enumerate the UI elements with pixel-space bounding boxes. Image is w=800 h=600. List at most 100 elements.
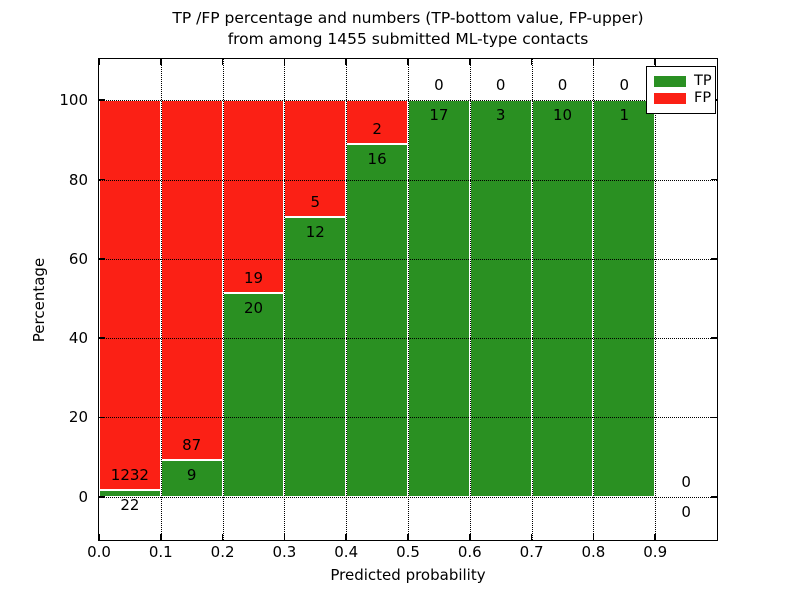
x-tick-mark-top xyxy=(160,59,162,65)
tp-count-label: 10 xyxy=(552,106,573,125)
tp-count-label: 9 xyxy=(186,465,197,484)
bar-tp-segment xyxy=(593,100,656,497)
x-tick-label: 0.6 xyxy=(457,543,482,561)
plot-area: 1232 22 87 9 19 20 5 12 2 16 0 17 0 3 0 10 0 1 0 0 xyxy=(98,59,717,540)
fp-count-label: 0 xyxy=(619,76,630,95)
y-tick-label: 40 xyxy=(68,329,88,348)
y-tick-mark xyxy=(99,337,105,339)
tp-count-label: 0 xyxy=(681,502,691,521)
x-tick-mark-top xyxy=(654,59,656,65)
y-tick-label: 80 xyxy=(68,170,88,189)
fp-count-label: 87 xyxy=(182,435,202,454)
x-tick-label: 0.2 xyxy=(210,543,235,561)
fp-count-label: 5 xyxy=(310,192,321,211)
legend-swatch-tp xyxy=(654,76,686,87)
y-tick-mark xyxy=(99,178,105,181)
x-tick-label: 0.7 xyxy=(519,543,544,561)
y-tick-mark xyxy=(99,416,105,419)
gridline-vertical xyxy=(469,59,471,540)
y-tick-label: 20 xyxy=(68,408,88,427)
x-tick-label: 0.0 xyxy=(87,543,111,561)
x-tick-label: 0.1 xyxy=(148,543,173,561)
bar-fp-segment xyxy=(346,100,408,145)
tp-count-label: 20 xyxy=(243,299,264,318)
x-tick-mark-top xyxy=(98,59,100,65)
x-tick-mark-top xyxy=(407,59,409,65)
fp-count-label: 1232 xyxy=(110,465,149,484)
x-tick-mark-top xyxy=(592,59,595,65)
y-tick-mark-right xyxy=(711,496,717,498)
x-tick-mark xyxy=(345,534,347,540)
gridline-vertical xyxy=(408,59,409,540)
gridline-vertical xyxy=(346,59,348,540)
x-tick-mark-top xyxy=(221,59,224,65)
chart-title-line2: from among 1455 submitted ML-type contac… xyxy=(227,30,589,48)
bar-tp-segment xyxy=(99,489,161,497)
x-tick-label: 0.9 xyxy=(643,543,668,561)
y-tick-mark xyxy=(99,496,105,498)
legend: TP FP xyxy=(646,66,716,114)
legend-entry-tp: TP xyxy=(654,73,712,90)
x-tick-label: 0.8 xyxy=(581,543,606,561)
x-tick-mark xyxy=(98,534,100,540)
y-tick-label: 0 xyxy=(78,487,88,506)
x-tick-label: 0.4 xyxy=(334,543,359,561)
legend-label: FP xyxy=(694,90,712,106)
y-tick-mark xyxy=(99,99,105,101)
x-tick-mark xyxy=(530,534,533,540)
tp-count-label: 12 xyxy=(305,222,325,241)
x-tick-mark xyxy=(469,534,471,540)
x-tick-label: 0.3 xyxy=(272,543,297,561)
bar-fp-segment xyxy=(160,100,223,460)
bar-tp-segment xyxy=(222,293,285,497)
gridline-vertical xyxy=(160,59,162,540)
y-axis-label: Percentage xyxy=(30,257,48,343)
fp-count-label: 2 xyxy=(372,120,382,139)
gridline-vertical xyxy=(593,59,595,540)
gridline-vertical xyxy=(284,59,286,540)
legend-swatch-fp xyxy=(654,93,686,104)
fp-count-label: 0 xyxy=(495,76,506,95)
tp-count-label: 22 xyxy=(120,495,140,514)
x-axis-label: Predicted probability xyxy=(330,566,486,584)
bar-tp-segment xyxy=(160,459,223,497)
gridline-vertical xyxy=(531,59,533,540)
gridline-vertical xyxy=(222,59,224,540)
tp-count-label: 17 xyxy=(429,106,449,125)
x-tick-mark-top xyxy=(283,59,286,65)
tp-count-label: 3 xyxy=(495,106,506,125)
chart-title: TP /FP percentage and numbers (TP-bottom… xyxy=(99,8,717,50)
y-tick-mark-right xyxy=(711,337,717,339)
fp-count-label: 19 xyxy=(243,269,264,288)
gridline-vertical xyxy=(655,59,657,540)
chart-title-line1: TP /FP percentage and numbers (TP-bottom… xyxy=(172,9,644,27)
fp-count-label: 0 xyxy=(557,76,568,95)
tp-count-label: 1 xyxy=(619,106,630,125)
x-tick-mark xyxy=(654,534,656,540)
x-tick-mark-top xyxy=(530,59,533,65)
y-tick-label: 60 xyxy=(68,249,88,268)
x-tick-mark xyxy=(407,534,409,540)
bar-fp-segment xyxy=(99,100,161,490)
legend-entry-fp: FP xyxy=(654,90,712,107)
bar-fp-segment xyxy=(222,100,285,294)
x-tick-mark-top xyxy=(345,59,347,65)
y-tick-mark xyxy=(99,258,105,260)
x-tick-mark-top xyxy=(469,59,471,65)
x-tick-mark xyxy=(283,534,286,540)
tp-count-label: 16 xyxy=(367,150,387,169)
x-tick-mark xyxy=(592,534,595,540)
legend-label: TP xyxy=(694,73,712,89)
y-tick-mark-right xyxy=(711,178,717,181)
y-tick-mark-right xyxy=(711,416,717,419)
x-tick-mark xyxy=(221,534,224,540)
bar-tp-segment xyxy=(469,100,532,497)
bar-tp-segment xyxy=(346,144,408,497)
bar-tp-segment xyxy=(531,100,594,497)
bar-tp-segment xyxy=(408,100,470,497)
y-tick-mark-right xyxy=(711,258,717,260)
fp-count-label: 0 xyxy=(434,76,444,95)
x-tick-mark xyxy=(160,534,162,540)
fp-count-label: 0 xyxy=(681,472,691,491)
